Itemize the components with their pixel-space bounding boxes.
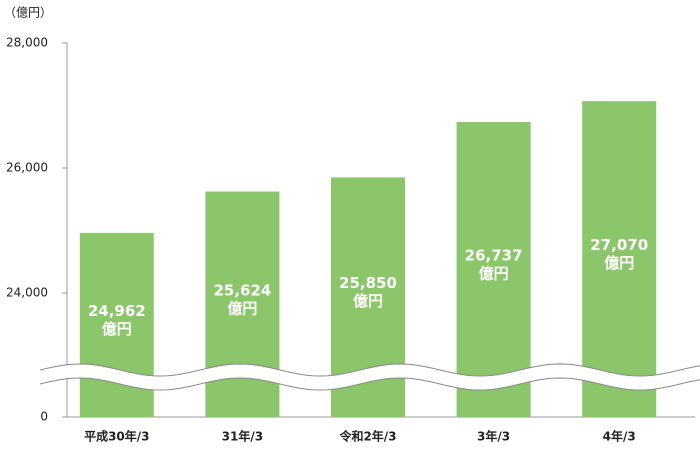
value-unit: 億円 bbox=[227, 299, 257, 317]
y-tick-label: 24,000 bbox=[6, 286, 48, 300]
y-tick-label: 28,000 bbox=[6, 36, 48, 50]
x-tick-label: 31年/3 bbox=[222, 429, 263, 444]
bar bbox=[582, 101, 657, 417]
value-label: 26,737 bbox=[465, 246, 523, 264]
x-tick-label: 3年/3 bbox=[477, 429, 510, 444]
axis-break-line bbox=[39, 363, 700, 377]
value-label: 25,624 bbox=[213, 281, 271, 299]
y-tick-label: 0 bbox=[40, 410, 48, 424]
value-unit: 億円 bbox=[353, 292, 383, 310]
axis-break-line bbox=[39, 377, 700, 391]
axis-break-white bbox=[40, 364, 700, 390]
value-label: 25,850 bbox=[339, 274, 397, 292]
x-tick-label: 平成30年/3 bbox=[84, 429, 149, 444]
bar bbox=[456, 121, 531, 417]
value-label: 24,962 bbox=[88, 302, 146, 320]
x-tick-label: 令和2年/3 bbox=[338, 429, 396, 444]
value-unit: 億円 bbox=[604, 254, 634, 272]
value-unit: 億円 bbox=[479, 264, 509, 282]
value-unit: 億円 bbox=[102, 320, 132, 338]
y-axis-label: （億円） bbox=[4, 6, 52, 20]
value-label: 27,070 bbox=[590, 236, 648, 254]
x-tick-label: 4年/3 bbox=[603, 429, 636, 444]
y-tick-label: 26,000 bbox=[6, 161, 48, 175]
